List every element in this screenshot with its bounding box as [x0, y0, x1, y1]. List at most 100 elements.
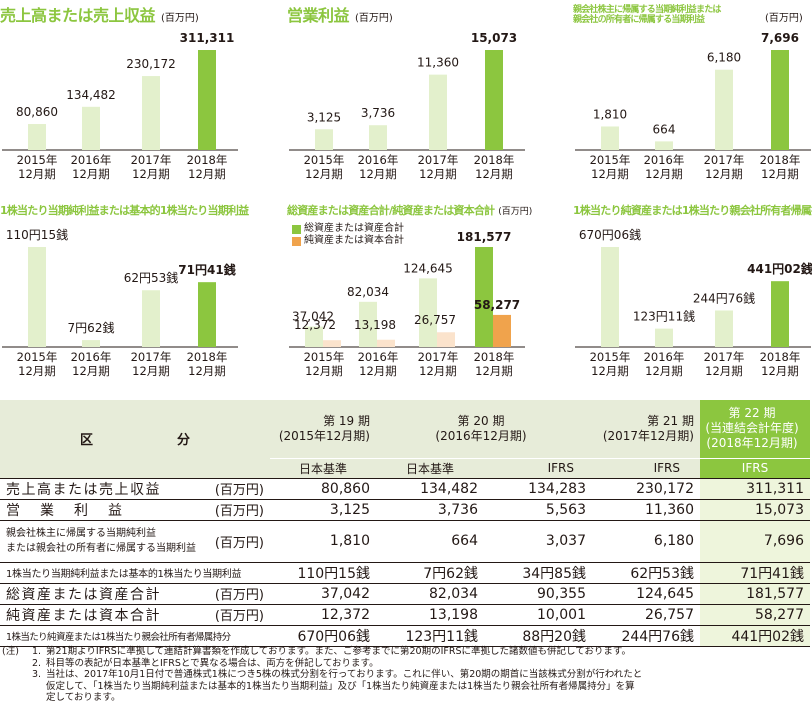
x-tick-label: 2016年	[644, 350, 685, 364]
data-label: 134,482	[66, 88, 116, 102]
bar-1	[601, 247, 619, 347]
cell: 26,757	[592, 603, 700, 625]
footnote: 3. 当社は、2017年10月1日付で普通株式1株につき5株の株式分割を行っており…	[32, 669, 643, 680]
cell-current: 441円02銭	[700, 624, 810, 647]
x-tick-label: 2017年	[131, 350, 172, 364]
data-label: 123円11銭	[633, 309, 695, 324]
data-label: 37,042	[292, 310, 334, 324]
x-tick-label: 12月期	[305, 167, 343, 181]
x-tick-label: 12月期	[132, 167, 170, 181]
data-label: 7,696	[761, 31, 799, 45]
bar-1	[601, 126, 619, 150]
standard-cell: IFRS	[592, 457, 700, 478]
table-row: 1株当たり純資産または1株当たり親会社所有者帰属持分 670円06銭 123円1…	[0, 624, 810, 647]
bar-4	[771, 281, 789, 347]
data-label: 12,372	[294, 318, 336, 332]
x-tick-label: 12月期	[188, 364, 226, 378]
table-row: 営業利益 (百万円) 3,125 3,736 5,563 11,360 15,07…	[0, 498, 810, 520]
x-tick-label: 12月期	[72, 167, 110, 181]
table-row: 総資産または資産合計 (百万円) 37,042 82,034 90,355 124…	[0, 582, 810, 604]
cell-current: 15,073	[700, 498, 810, 520]
x-tick-label: 12月期	[591, 167, 629, 181]
chart-assets-equity: 総資産または資産合計/純資産または資本合計 (百万円) 総資産または資産合計 純資…	[287, 197, 557, 397]
table-row: 1株当たり当期純利益または基本的1株当たり当期利益 110円15銭 7円62銭 …	[0, 561, 810, 583]
cell: 1,810	[270, 519, 376, 562]
cell-current: 311,311	[700, 477, 810, 499]
data-label: 441円02銭	[747, 261, 812, 276]
cell-current: 181,577	[700, 582, 810, 604]
x-tick-label: 2018年	[760, 350, 801, 364]
cell: 6,180	[592, 519, 700, 562]
x-tick-label: 12月期	[591, 364, 629, 378]
period-header: 第 21 期 (2017年12月期)	[592, 400, 700, 458]
bar-3	[715, 310, 733, 347]
bar-net-assets-3	[437, 332, 455, 347]
cell: 3,125	[270, 498, 376, 520]
x-tick-label: 2016年	[358, 153, 399, 167]
cell: 10,001	[484, 603, 592, 625]
x-tick-label: 12月期	[761, 167, 799, 181]
data-label: 124,645	[403, 261, 453, 275]
cell-current: 58,277	[700, 603, 810, 625]
bar-4	[771, 50, 789, 150]
row-label: 1株当たり当期純利益または基本的1株当たり当期利益	[0, 561, 270, 583]
chart-net-income: 親会社株主に帰属する当期純利益または 親会社の所有者に帰属する当期利益 (百万円…	[573, 0, 812, 200]
cell: 244円76銭	[592, 624, 700, 647]
bar-total-assets-2	[359, 301, 377, 347]
data-label: 62円53銭	[124, 270, 179, 285]
standard-cell-current: IFRS	[700, 457, 810, 478]
x-tick-label: 12月期	[188, 167, 226, 181]
data-label: 664	[653, 122, 676, 136]
x-tick-label: 12月期	[419, 167, 457, 181]
x-tick-label: 2017年	[704, 350, 745, 364]
legend-swatch	[292, 236, 301, 246]
x-tick-label: 2015年	[304, 153, 345, 167]
bar-4	[198, 282, 216, 347]
bar-3	[142, 290, 160, 347]
cell: 62円53銭	[592, 561, 700, 583]
cell: 88円20銭	[484, 624, 592, 647]
chart-revenue: 売上高または売上収益 (百万円) 80,860 2015年 12月期 134,482 20…	[0, 0, 270, 200]
x-tick-label: 2017年	[704, 153, 745, 167]
data-label: 7円62銭	[68, 320, 115, 335]
x-tick-label: 12月期	[18, 364, 56, 378]
chart-svg: 110円15銭2015年12月期7円62銭2016年12月期62円53銭2017…	[2, 227, 238, 378]
bar-1	[315, 129, 333, 150]
x-tick-label: 12月期	[705, 364, 743, 378]
data-label: 244円76銭	[693, 290, 755, 305]
x-tick-label: 12月期	[359, 364, 397, 378]
x-tick-label: 12月期	[705, 167, 743, 181]
x-tick-label: 12月期	[359, 167, 397, 181]
x-tick-label: 12月期	[475, 167, 513, 181]
legend-swatch	[292, 224, 301, 234]
bar-1	[28, 124, 46, 150]
cell: 90,355	[484, 582, 592, 604]
x-tick-label: 2016年	[71, 350, 112, 364]
row-label: 営業利益 (百万円)	[0, 498, 270, 520]
x-tick-label: 2015年	[304, 350, 345, 364]
bar-net-assets-4	[493, 314, 511, 347]
data-label: 26,757	[414, 313, 456, 327]
chart-title: 1株当たり純資産または1株当たり親会社所有者帰属持分	[573, 204, 812, 217]
bar-2	[82, 106, 100, 150]
chart-title: 1株当たり当期純利益または基本的1株当たり当期利益	[0, 204, 249, 217]
category-header: 区分	[0, 400, 270, 478]
bar-2	[369, 125, 387, 150]
x-tick-label: 12月期	[761, 364, 799, 378]
x-tick-label: 2018年	[187, 350, 228, 364]
chart-svg: 37,04212,3722015年12月期82,03413,1982016年12…	[289, 230, 525, 378]
cell: 80,860	[270, 477, 376, 499]
chart-title: 営業利益 (百万円)	[287, 6, 393, 25]
chart-unit: (百万円)	[765, 13, 803, 24]
x-tick-label: 2016年	[71, 153, 112, 167]
legend-item-total-assets: 総資産または資産合計	[292, 223, 404, 235]
data-label: 230,172	[126, 57, 176, 71]
cell: 124,645	[592, 582, 700, 604]
x-tick-label: 12月期	[18, 167, 56, 181]
row-label: 総資産または資産合計 (百万円)	[0, 582, 270, 604]
bar-net-assets-2	[377, 339, 395, 347]
bar-net-assets-1	[323, 340, 341, 347]
chart-svg: 80,8602015年12月期134,4822016年12月期230,17220…	[2, 31, 238, 181]
cell: 34円85銭	[484, 561, 592, 583]
data-label: 1,810	[593, 107, 627, 121]
